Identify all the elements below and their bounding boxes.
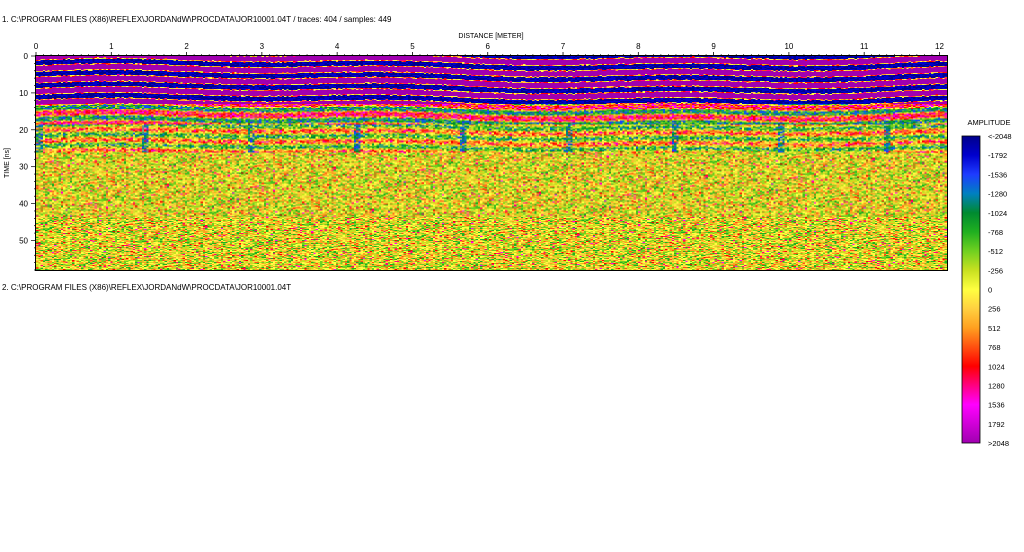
colorbar-tick-label: -256 [988,266,1003,275]
colorbar-tick-label: 512 [988,324,1001,333]
colorbar-title: AMPLITUDE [968,118,1011,127]
x-tick-label: 11 [860,42,869,51]
colorbar-tick-label: 256 [988,305,1001,314]
x-tick-label: 9 [711,42,716,51]
colorbar-tick-label: -1280 [988,190,1007,199]
x-tick-label: 8 [636,42,641,51]
x-axis-ticks: 0 1 2 3 4 5 6 7 8 9 10 11 12 [34,42,944,56]
colorbar-tick-label: -768 [988,228,1003,237]
x-tick-label: 5 [410,42,415,51]
x-tick-label: 0 [34,42,39,51]
colorbar-tick-label: 1536 [988,401,1005,410]
y-tick-label: 10 [19,89,28,98]
profile-2-header: 2. C:\PROGRAM FILES (X86)\REFLEX\JORDANd… [2,283,292,292]
colorbar-tick-label: 1792 [988,420,1005,429]
colorbar-tick-label: -1536 [988,170,1007,179]
x-tick-label: 6 [486,42,491,51]
colorbar-tick-label: <-2048 [988,132,1012,141]
x-tick-label: 2 [184,42,189,51]
y-tick-label: 30 [19,163,28,172]
x-tick-label: 12 [935,42,944,51]
x-axis-label: DISTANCE [METER] [458,33,523,40]
colorbar-tick-label: 768 [988,343,1001,352]
colorbar-scale [961,135,981,444]
colorbar-tick-label: 1280 [988,381,1005,390]
x-tick-label: 7 [561,42,566,51]
x-tick-label: 4 [335,42,340,51]
amplitude-colorbar: <-2048 -1792 -1536 -1280 -1024 -768 -512 -256 0 2… [961,132,1012,448]
colorbar-tick-label: -1792 [988,151,1007,160]
profile-1-header: 1. C:\PROGRAM FILES (X86)\REFLEX\JORDANd… [2,15,392,24]
plot-frame [35,55,948,271]
y-axis-ticks: 0 10 20 30 40 50 [19,52,36,271]
colorbar-tick-label: -1024 [988,209,1007,218]
y-tick-label: 0 [24,52,29,61]
x-tick-label: 3 [260,42,265,51]
colorbar-tick-label: 1024 [988,362,1005,371]
colorbar-tick-label: -512 [988,247,1003,256]
y-tick-label: 20 [19,126,28,135]
colorbar-tick-label: 0 [988,286,992,295]
x-tick-label: 10 [784,42,793,51]
y-tick-label: 50 [19,236,28,245]
colorbar-tick-label: >2048 [988,439,1009,448]
y-tick-label: 40 [19,200,28,209]
x-tick-label: 1 [109,42,114,51]
radargram-image [36,56,947,270]
y-axis-label: TIME [ns] [4,148,11,178]
